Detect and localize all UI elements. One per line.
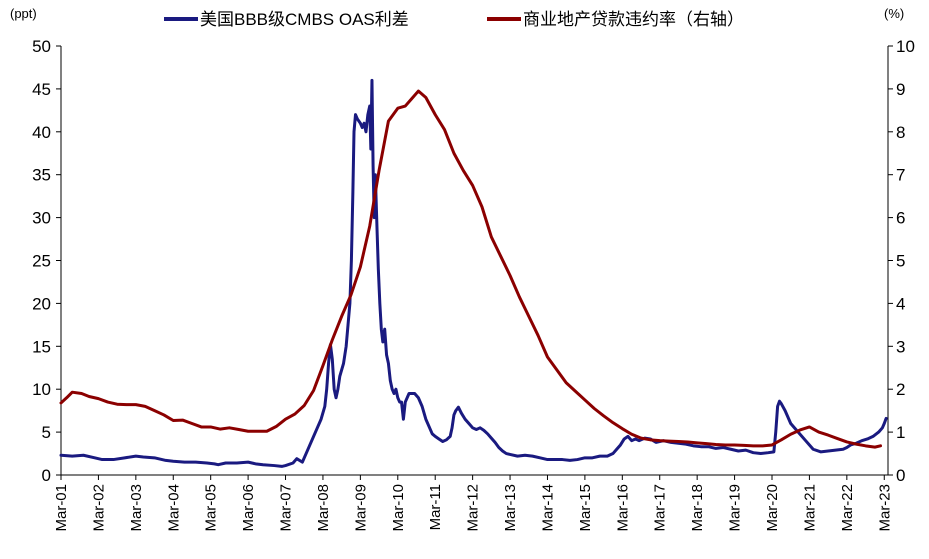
x-tick-label: Mar-04 [165, 484, 182, 532]
x-tick-label: Mar-09 [352, 484, 369, 532]
right-tick-label: 5 [896, 252, 905, 271]
left-tick-label: 50 [32, 37, 51, 56]
legend-label-default-rate: 商业地产贷款违约率（右轴） [523, 10, 744, 29]
right-tick-label: 1 [896, 423, 905, 442]
left-tick-label: 35 [32, 166, 51, 185]
x-tick-label: Mar-15 [577, 484, 594, 532]
legend-label-cmbs-spread: 美国BBB级CMBS OAS利差 [200, 10, 409, 29]
x-tick-label: Mar-14 [539, 484, 556, 532]
left-tick-label: 15 [32, 337, 51, 356]
x-tick-label: Mar-05 [203, 484, 220, 532]
series-line-cmbs-spread [59, 78, 888, 468]
left-tick-label: 5 [42, 423, 51, 442]
left-axis-unit: (ppt) [10, 6, 37, 21]
series-layer [59, 78, 888, 468]
left-tick-label: 20 [32, 294, 51, 313]
right-tick-label: 0 [896, 466, 905, 485]
right-tick-label: 8 [896, 123, 905, 142]
series-line-default-rate [59, 89, 883, 449]
x-tick-label: Mar-23 [876, 484, 893, 532]
left-tick-label: 0 [42, 466, 51, 485]
x-tick-label: Mar-12 [465, 484, 482, 532]
left-tick-label: 30 [32, 209, 51, 228]
x-tick-label: Mar-07 [278, 484, 295, 532]
left-tick-label: 40 [32, 123, 51, 142]
right-tick-label: 6 [896, 209, 905, 228]
right-tick-label: 4 [896, 294, 905, 313]
x-tick-label: Mar-02 [90, 484, 107, 532]
left-tick-label: 45 [32, 80, 51, 99]
x-tick-label: Mar-19 [727, 484, 744, 532]
left-tick-label: 10 [32, 380, 51, 399]
right-tick-label: 9 [896, 80, 905, 99]
x-tick-label: Mar-11 [427, 484, 444, 530]
right-axis-unit: (%) [884, 6, 904, 21]
x-tick-label: Mar-22 [839, 484, 856, 532]
x-tick-label: Mar-10 [390, 484, 407, 532]
right-tick-label: 3 [896, 337, 905, 356]
legend: 美国BBB级CMBS OAS利差 商业地产贷款违约率（右轴） [164, 10, 744, 29]
x-tick-label: Mar-21 [801, 484, 818, 532]
x-tick-label: Mar-03 [128, 484, 145, 532]
right-tick-label: 7 [896, 166, 905, 185]
left-tick-label: 25 [32, 252, 51, 271]
x-tick-label: Mar-17 [652, 484, 669, 532]
right-tick-label: 10 [896, 37, 915, 56]
x-tick-label: Mar-16 [614, 484, 631, 532]
x-tick-label: Mar-08 [315, 484, 332, 532]
right-tick-label: 2 [896, 380, 905, 399]
x-tick-label: Mar-18 [689, 484, 706, 532]
x-tick-label: Mar-06 [240, 484, 257, 532]
x-tick-label: Mar-01 [53, 484, 70, 532]
x-tick-label: Mar-13 [502, 484, 519, 532]
x-tick-label: Mar-20 [764, 484, 781, 532]
